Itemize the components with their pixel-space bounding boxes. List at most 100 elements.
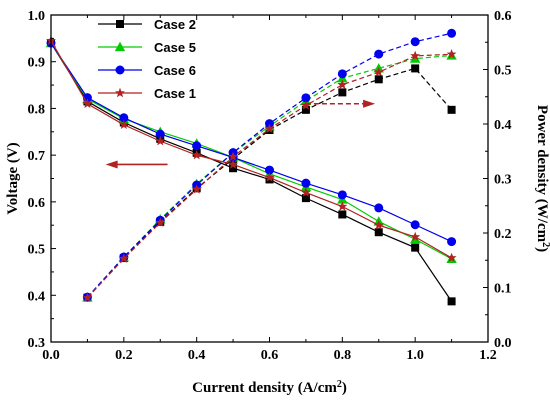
annotation-arrow bbox=[305, 99, 376, 108]
power-point bbox=[446, 49, 457, 59]
voltage-point bbox=[155, 129, 165, 139]
annotations bbox=[105, 99, 376, 169]
y-left-tick-label: 0.3 bbox=[28, 336, 46, 351]
x-axis-title: Current density (A/cm2) bbox=[192, 379, 347, 397]
voltage-line bbox=[50, 42, 452, 260]
power-point bbox=[410, 50, 421, 61]
power-point bbox=[374, 75, 383, 84]
y-left-tick-label: 0.6 bbox=[28, 196, 46, 211]
power-point bbox=[82, 292, 93, 303]
y-left-tick-label: 1.0 bbox=[28, 9, 46, 24]
voltage-line bbox=[50, 42, 452, 243]
power-point bbox=[447, 105, 456, 114]
power-point bbox=[447, 28, 457, 38]
y-right-tick-label: 0.3 bbox=[494, 173, 512, 188]
y-right-tick-label: 0.4 bbox=[494, 118, 512, 133]
power-point bbox=[191, 184, 202, 194]
legend-marker bbox=[115, 65, 125, 75]
power-point bbox=[300, 100, 311, 110]
voltage-point bbox=[228, 159, 239, 169]
voltage-point bbox=[300, 187, 311, 197]
voltage-point bbox=[301, 194, 310, 203]
arrow-head bbox=[363, 99, 376, 108]
voltage-point bbox=[192, 141, 202, 151]
axes: 0.0 0.2 0.4 0.6 0.8 1.0 1.2 0.3 0.4 0.5 0.6 0.7 0.8 0… bbox=[28, 9, 512, 363]
y-right-tick-label: 0.2 bbox=[494, 227, 512, 242]
voltage-point bbox=[447, 297, 456, 306]
y-left-tick-label: 0.7 bbox=[28, 149, 46, 164]
y-axis-left-title: Voltage (V) bbox=[5, 142, 21, 214]
x-tick-label: 0.8 bbox=[334, 348, 352, 363]
legend-entry: Case 5 bbox=[98, 40, 196, 55]
voltage-point bbox=[374, 228, 383, 237]
power-point bbox=[265, 119, 274, 129]
legend-label: Case 5 bbox=[154, 40, 196, 55]
y-left-tick-label: 0.4 bbox=[28, 289, 46, 304]
x-tick-label: 0.4 bbox=[188, 348, 206, 363]
voltage-line bbox=[50, 40, 452, 259]
voltage-point bbox=[447, 237, 457, 247]
y-right-tick-label: 0.0 bbox=[494, 336, 512, 351]
power-point bbox=[337, 69, 347, 79]
voltage-point bbox=[229, 164, 238, 173]
voltage-line bbox=[50, 42, 453, 302]
voltage-point bbox=[446, 252, 457, 263]
y-right-tick-label: 0.1 bbox=[494, 282, 512, 297]
voltage-point bbox=[155, 135, 166, 146]
x-tick-label: 0.2 bbox=[115, 348, 133, 363]
y-right-tick-label: 0.6 bbox=[494, 9, 512, 24]
power-point bbox=[337, 79, 348, 89]
power-point bbox=[410, 37, 420, 47]
power-point bbox=[301, 105, 310, 114]
power-point bbox=[411, 64, 420, 73]
power-point bbox=[264, 123, 275, 133]
series-case-5 bbox=[45, 37, 457, 302]
voltage-point bbox=[301, 178, 311, 188]
legend-entry: Case 6 bbox=[98, 63, 196, 78]
voltage-point bbox=[265, 165, 274, 175]
x-tick-label: 1.0 bbox=[406, 348, 424, 363]
voltage-point bbox=[118, 119, 129, 129]
voltage-point bbox=[82, 98, 93, 108]
power-point bbox=[373, 67, 384, 77]
y-left-tick-label: 0.5 bbox=[28, 243, 46, 258]
annotation-arrow bbox=[105, 160, 168, 169]
voltage-point bbox=[410, 231, 421, 242]
power-point bbox=[118, 253, 129, 263]
voltage-point bbox=[411, 243, 420, 252]
arrow-head bbox=[105, 160, 118, 169]
series-layer bbox=[45, 28, 457, 306]
power-point bbox=[228, 151, 239, 161]
power-point bbox=[338, 88, 347, 97]
voltage-point bbox=[373, 220, 384, 230]
y-left-tick-label: 0.8 bbox=[28, 102, 46, 117]
voltage-point bbox=[191, 149, 202, 160]
x-tick-label: 0.0 bbox=[42, 348, 60, 363]
legend-marker bbox=[115, 87, 125, 98]
y-axis-right-title: Power density (W/cm2) bbox=[534, 105, 550, 252]
voltage-point bbox=[374, 203, 384, 213]
power-point bbox=[374, 49, 384, 59]
legend-entry: Case 1 bbox=[98, 86, 196, 101]
power-point bbox=[155, 217, 166, 227]
legend-label: Case 1 bbox=[154, 86, 196, 101]
power-point bbox=[301, 93, 311, 103]
legend-entry: Case 2 bbox=[98, 17, 196, 32]
series-case-1 bbox=[46, 35, 457, 303]
voltage-point bbox=[119, 113, 129, 123]
legend-label: Case 2 bbox=[154, 17, 196, 32]
y-right-tick-label: 0.5 bbox=[494, 64, 512, 79]
x-tick-label: 1.2 bbox=[479, 348, 497, 363]
y-left-tick-label: 0.9 bbox=[28, 56, 46, 71]
voltage-point bbox=[338, 210, 347, 219]
voltage-point bbox=[337, 190, 347, 200]
legend-marker bbox=[114, 41, 126, 52]
x-tick-label: 0.6 bbox=[261, 348, 279, 363]
legend: Case 2 Case 5 Case 6 Case 1 bbox=[98, 17, 196, 101]
voltage-point bbox=[410, 220, 420, 230]
legend-label: Case 6 bbox=[154, 63, 196, 78]
power-point bbox=[409, 53, 421, 63]
series-case-2 bbox=[47, 39, 456, 306]
voltage-point bbox=[337, 201, 348, 211]
